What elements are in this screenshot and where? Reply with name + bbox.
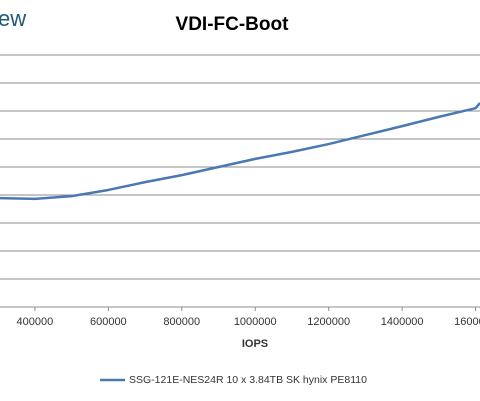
- chart-title: VDI-FC-Boot: [176, 14, 290, 35]
- x-tick-label: 1200000: [307, 316, 350, 328]
- x-tick-label: 400000: [17, 316, 54, 328]
- data-line: [0, 102, 480, 201]
- x-tick-label: 1600000: [454, 316, 480, 328]
- x-tick-label: 600000: [90, 316, 127, 328]
- x-axis-label: IOPS: [242, 338, 268, 350]
- x-tick-label: 1000000: [234, 316, 277, 328]
- x-tick-label: 800000: [163, 316, 200, 328]
- legend-label: SSG-121E-NES24R 10 x 3.84TB SK hynix PE8…: [129, 374, 367, 386]
- x-tick-label: 1400000: [381, 316, 424, 328]
- logo: ew: [0, 6, 26, 31]
